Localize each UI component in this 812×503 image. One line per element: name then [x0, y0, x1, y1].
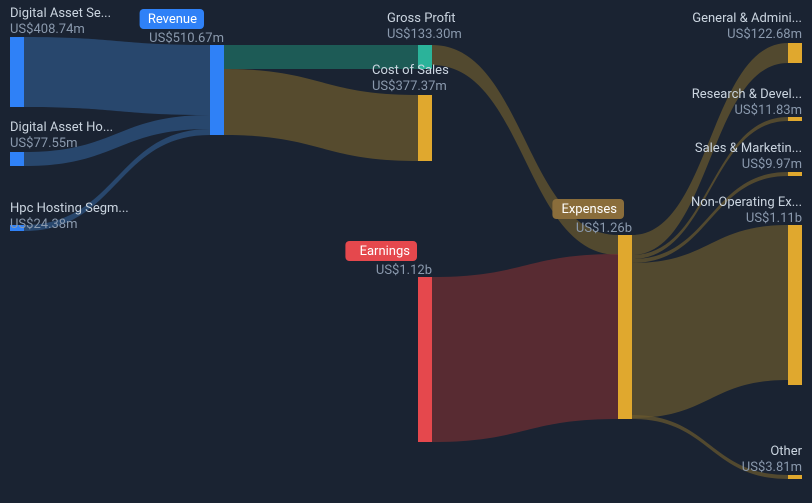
node-label-earnings: Earnings: [360, 244, 411, 259]
node-value-sales_marketing: US$9.97m: [742, 157, 802, 172]
node-digital_asset_ho[interactable]: [10, 152, 24, 166]
node-value-general_admin: US$122.68m: [727, 27, 802, 42]
node-label-revenue: Revenue: [148, 12, 197, 27]
node-value-non_operating: US$1.11b: [746, 211, 802, 226]
node-label-research_dev: Research & Devel...: [692, 87, 802, 102]
node-digital_asset_se[interactable]: [10, 37, 24, 107]
node-revenue[interactable]: [210, 45, 224, 135]
flow-digital_asset_se-to-revenue: [24, 37, 210, 115]
node-other[interactable]: [788, 475, 802, 479]
sankey-chart: Digital Asset Se...US$408.74m Digital Ass…: [0, 0, 812, 503]
node-value-digital_asset_se: US$408.74m: [10, 22, 85, 37]
node-earnings[interactable]: [418, 277, 432, 442]
node-value-cost_of_sales: US$377.37m: [372, 79, 447, 94]
node-value-other: US$3.81m: [742, 460, 802, 475]
node-label-gross_profit: Gross Profit: [387, 11, 456, 26]
node-value-hpc_hosting: US$24.38m: [10, 217, 78, 232]
node-sales_marketing[interactable]: [788, 172, 802, 176]
flow-earnings-to-expenses: [432, 254, 618, 442]
node-value-digital_asset_ho: US$77.55m: [10, 136, 78, 151]
node-expenses[interactable]: [618, 235, 632, 419]
node-label-digital_asset_se: Digital Asset Se...: [10, 6, 111, 21]
node-label-hpc_hosting: Hpc Hosting Segm...: [10, 201, 129, 216]
node-label-expenses: Expenses: [561, 202, 617, 217]
node-value-gross_profit: US$133.30m: [387, 27, 462, 42]
node-label-sales_marketing: Sales & Marketin...: [695, 141, 802, 156]
node-label-general_admin: General & Admini...: [692, 11, 802, 26]
node-label-digital_asset_ho: Digital Asset Ho...: [10, 120, 113, 135]
node-value-earnings: US$1.12b: [376, 263, 432, 278]
node-general_admin[interactable]: [788, 43, 802, 63]
node-label-non_operating: Non-Operating Ex...: [691, 195, 802, 210]
node-non_operating[interactable]: [788, 225, 802, 385]
node-value-revenue: US$510.67m: [149, 31, 224, 46]
node-label-cost_of_sales: Cost of Sales: [372, 63, 449, 78]
node-label-other: Other: [770, 444, 802, 459]
node-cost_of_sales[interactable]: [418, 95, 432, 161]
node-value-expenses: US$1.26b: [576, 221, 632, 236]
node-value-research_dev: US$11.83m: [734, 103, 802, 118]
